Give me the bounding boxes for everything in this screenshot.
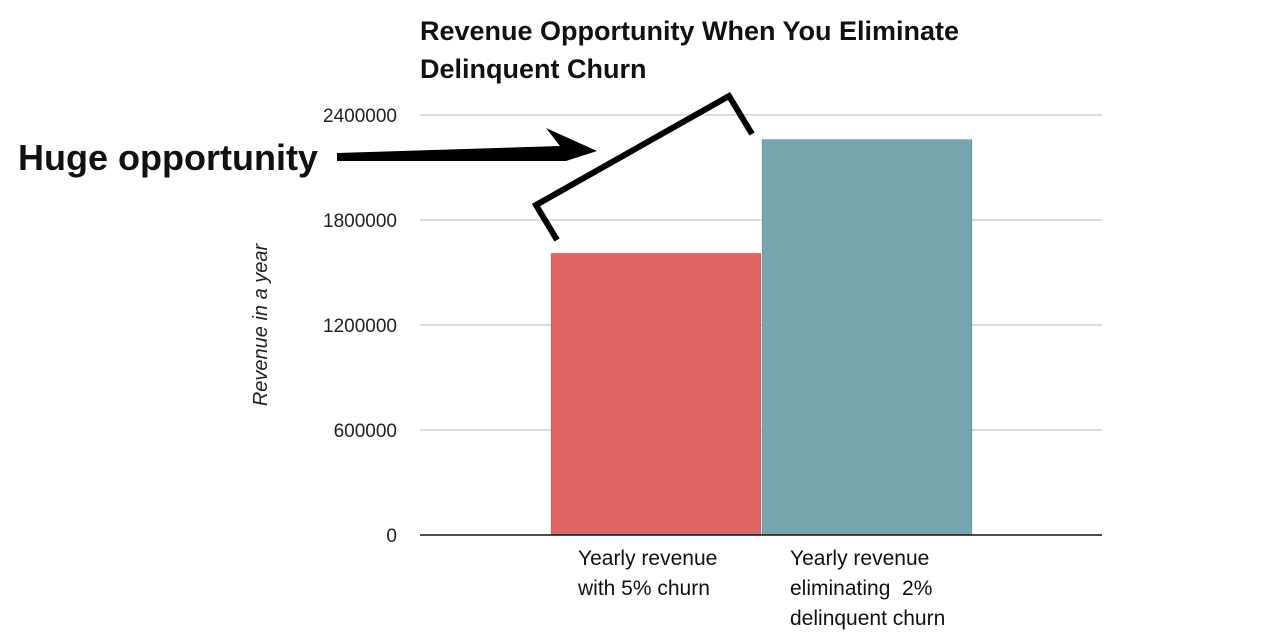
bracket-mark	[531, 91, 755, 242]
chart-title: Revenue Opportunity When You Eliminate De…	[420, 16, 959, 84]
category-label-1-line-1: Yearly revenue	[578, 547, 717, 570]
y-axis-label: Revenue in a year	[250, 243, 272, 407]
arrow-mark	[337, 128, 597, 161]
bar-1	[550, 252, 762, 536]
chart-title-line-1: Revenue Opportunity When You Eliminate	[420, 16, 959, 46]
y-tick-label-1: 600000	[334, 421, 397, 442]
category-label-2-line-1: Yearly revenue	[790, 547, 929, 570]
annotation-text: Huge opportunity	[18, 137, 318, 178]
x-axis-category-labels: Yearly revenue with 5% churn Yearly revenu…	[577, 547, 945, 630]
category-label-2-line-3: delinquent churn	[790, 607, 945, 630]
y-tick-label-4: 2400000	[323, 106, 397, 127]
category-label-2-line-2: eliminating 2%	[790, 577, 932, 600]
annotation: Huge opportunity	[15, 91, 755, 242]
y-tick-label-3: 1800000	[323, 211, 397, 232]
bars	[550, 139, 973, 536]
y-axis-ticks: 0 600000 1200000 1800000 2400000	[323, 106, 397, 547]
chart-title-line-2: Delinquent Churn	[420, 54, 646, 84]
category-label-1-line-2: with 5% churn	[577, 577, 710, 600]
bar-2	[761, 139, 973, 536]
y-tick-label-2: 1200000	[323, 316, 397, 337]
y-tick-label-0: 0	[386, 526, 397, 547]
